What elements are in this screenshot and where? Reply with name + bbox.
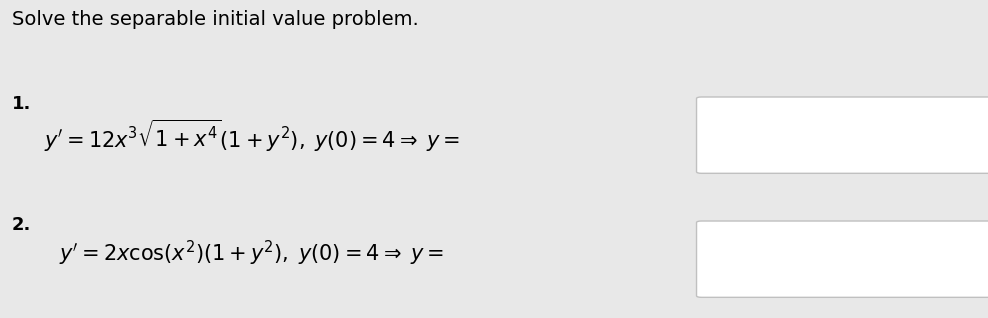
Text: $y' = 12x^3\sqrt{1 + x^4}(1 + y^2),\; y(0) = 4 \Rightarrow\; y=$: $y' = 12x^3\sqrt{1 + x^4}(1 + y^2),\; y(… (44, 118, 460, 154)
Text: Solve the separable initial value problem.: Solve the separable initial value proble… (12, 10, 419, 29)
Text: 1.: 1. (12, 95, 32, 114)
FancyBboxPatch shape (697, 221, 988, 297)
FancyBboxPatch shape (697, 97, 988, 173)
Text: $y' = 2x\cos(x^2)(1 + y^2),\; y(0) = 4 \Rightarrow\; y=$: $y' = 2x\cos(x^2)(1 + y^2),\; y(0) = 4 \… (59, 238, 445, 268)
Text: 2.: 2. (12, 216, 32, 234)
